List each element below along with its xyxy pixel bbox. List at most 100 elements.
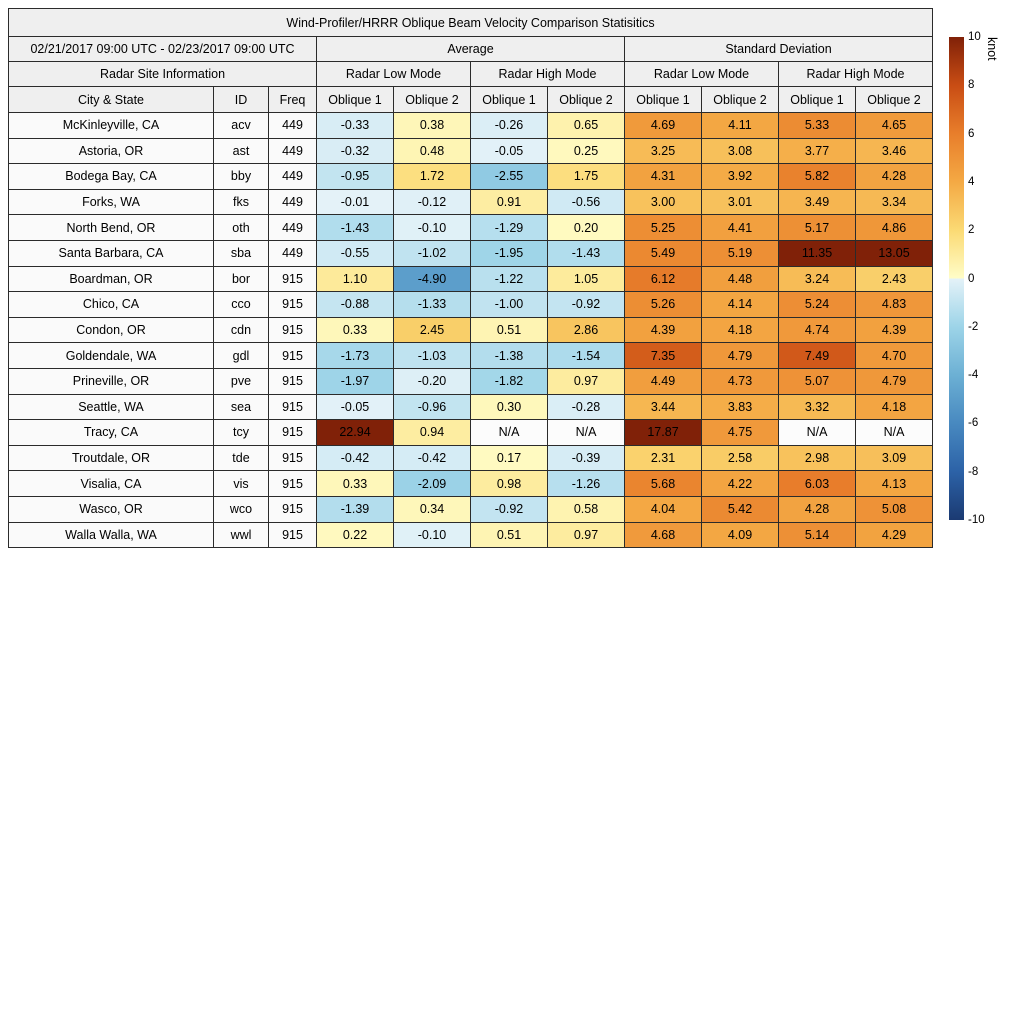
value-cell: 4.39	[624, 316, 702, 344]
value-cell: -0.55	[316, 239, 394, 267]
value-cell: -0.42	[316, 444, 394, 472]
colorbar-tick-label: 10	[968, 31, 981, 43]
value-cell: -0.39	[547, 444, 625, 472]
value-cell: 0.17	[470, 444, 548, 472]
value-cell: -1.03	[393, 342, 471, 369]
value-cell: 0.65	[547, 112, 625, 139]
value-cell: 5.07	[778, 367, 856, 395]
value-cell: 4.83	[855, 291, 933, 318]
freq-cell: 449	[268, 239, 317, 267]
value-cell: -0.28	[547, 393, 625, 421]
value-cell: 4.39	[855, 316, 933, 344]
value-cell: 4.70	[855, 342, 933, 369]
freq-cell: 449	[268, 214, 317, 241]
city-state-col-header: City & State	[8, 86, 214, 113]
value-cell: -1.33	[393, 291, 471, 318]
city-state-cell: McKinleyville, CA	[8, 112, 214, 139]
table-row: Boardman, OR bor 915 1.10 -4.90 -1.22 1.05 6.12…	[8, 265, 933, 293]
value-cell: 17.87	[624, 419, 702, 446]
value-cell: -0.01	[316, 188, 394, 216]
oblique-col-header: Oblique 2	[393, 86, 471, 113]
value-cell: -0.96	[393, 393, 471, 421]
table-row: Forks, WA fks 449 -0.01 -0.12 0.91 -0.56 3.00 3.…	[8, 188, 933, 216]
value-cell: 5.68	[624, 470, 702, 497]
value-cell: N/A	[855, 419, 933, 446]
value-cell: -1.82	[470, 367, 548, 395]
oblique-col-header: Oblique 2	[547, 86, 625, 113]
site-info-header: Radar Site Information	[8, 61, 317, 87]
value-cell: 1.05	[547, 265, 625, 293]
table-title-row: Wind-Profiler/HRRR Oblique Beam Velocity…	[8, 8, 933, 37]
value-cell: -1.26	[547, 470, 625, 497]
value-cell: -0.95	[316, 163, 394, 190]
value-cell: 3.01	[701, 188, 779, 216]
value-cell: 4.65	[855, 112, 933, 139]
value-cell: 3.34	[855, 188, 933, 216]
value-cell: -2.55	[470, 163, 548, 190]
period-label: 02/21/2017 09:00 UTC - 02/23/2017 09:00 …	[8, 36, 317, 62]
value-cell: 0.58	[547, 495, 625, 523]
value-cell: -1.02	[393, 239, 471, 267]
site-id-cell: tde	[213, 444, 269, 472]
value-cell: 4.11	[701, 112, 779, 139]
value-cell: 3.25	[624, 137, 702, 165]
freq-cell: 449	[268, 163, 317, 190]
table-row: Bodega Bay, CA bby 449 -0.95 1.72 -2.55 1.75 4.…	[8, 163, 933, 190]
value-cell: 4.28	[855, 163, 933, 190]
value-cell: 5.49	[624, 239, 702, 267]
value-cell: 5.26	[624, 291, 702, 318]
oblique-col-header: Oblique 2	[855, 86, 933, 113]
value-cell: 5.14	[778, 521, 856, 549]
value-cell: 2.58	[701, 444, 779, 472]
value-cell: 3.46	[855, 137, 933, 165]
table-row: Troutdale, OR tde 915 -0.42 -0.42 0.17 -0.39 2.…	[8, 444, 933, 472]
site-id-cell: bby	[213, 163, 269, 190]
value-cell: -1.29	[470, 214, 548, 241]
value-cell: -1.43	[547, 239, 625, 267]
site-id-cell: acv	[213, 112, 269, 139]
value-cell: -1.54	[547, 342, 625, 369]
value-cell: -0.05	[316, 393, 394, 421]
value-cell: 4.29	[855, 521, 933, 549]
city-state-cell: Goldendale, WA	[8, 342, 214, 369]
city-state-cell: Astoria, OR	[8, 137, 214, 165]
freq-cell: 915	[268, 470, 317, 497]
city-state-cell: Condon, OR	[8, 316, 214, 344]
table-row: Chico, CA cco 915 -0.88 -1.33 -1.00 -0.92 5.26 4…	[8, 291, 933, 318]
value-cell: 4.18	[701, 316, 779, 344]
freq-cell: 915	[268, 393, 317, 421]
value-cell: -0.42	[393, 444, 471, 472]
colorbar-tick-label: -6	[968, 417, 979, 430]
value-cell: 0.30	[470, 393, 548, 421]
value-cell: 3.32	[778, 393, 856, 421]
site-id-cell: vis	[213, 470, 269, 497]
value-cell: 4.13	[855, 470, 933, 497]
value-cell: 5.08	[855, 495, 933, 523]
colorbar-tick-label: -2	[968, 320, 979, 333]
colorbar-tick-label: -10	[968, 514, 985, 526]
site-id-cell: oth	[213, 214, 269, 241]
value-cell: -2.09	[393, 470, 471, 497]
value-cell: 0.97	[547, 521, 625, 549]
colorbar-tick-label: 4	[968, 175, 975, 188]
value-cell: -1.43	[316, 214, 394, 241]
city-state-cell: Prineville, OR	[8, 367, 214, 395]
value-cell: -1.97	[316, 367, 394, 395]
value-cell: 5.25	[624, 214, 702, 241]
freq-cell: 449	[268, 137, 317, 165]
table-row: Santa Barbara, CA sba 449 -0.55 -1.02 -1.95 -1…	[8, 239, 933, 267]
value-cell: 22.94	[316, 419, 394, 446]
value-cell: -0.33	[316, 112, 394, 139]
value-cell: N/A	[547, 419, 625, 446]
value-cell: 4.48	[701, 265, 779, 293]
value-cell: 2.31	[624, 444, 702, 472]
value-cell: 4.73	[701, 367, 779, 395]
value-cell: 3.92	[701, 163, 779, 190]
site-id-cell: fks	[213, 188, 269, 216]
value-cell: -4.90	[393, 265, 471, 293]
value-cell: -1.38	[470, 342, 548, 369]
colorbar-tick-label: -8	[968, 465, 979, 478]
value-cell: 3.44	[624, 393, 702, 421]
table-row: McKinleyville, CA acv 449 -0.33 0.38 -0.26 0.6…	[8, 112, 933, 139]
city-state-cell: North Bend, OR	[8, 214, 214, 241]
